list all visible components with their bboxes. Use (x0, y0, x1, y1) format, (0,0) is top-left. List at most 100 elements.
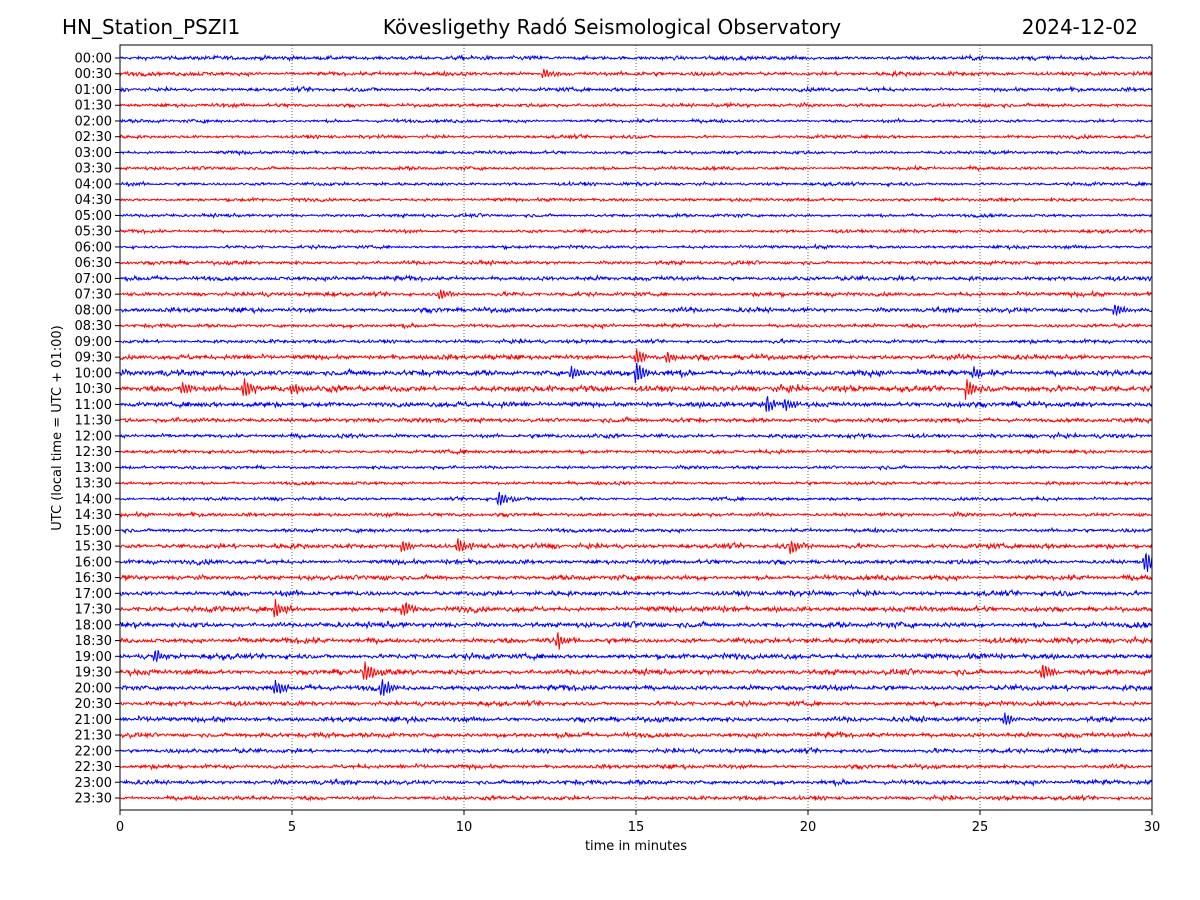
trace-0330 (119, 164, 1153, 173)
y-tick-label: 18:00 (75, 618, 112, 633)
trace-2030 (119, 699, 1153, 708)
x-tick-label: 30 (1144, 820, 1161, 835)
x-tick-label: 20 (800, 820, 817, 835)
trace-1300 (119, 464, 1153, 472)
trace-1100 (120, 396, 1153, 412)
y-tick-label: 13:30 (75, 477, 112, 492)
trace-2330 (119, 793, 1153, 802)
y-tick-label: 00:00 (75, 52, 112, 67)
date-title: 2024-12-02 (1021, 15, 1138, 39)
y-tick-label: 11:30 (75, 414, 112, 429)
trace-0430 (119, 196, 1153, 204)
chart-title: Kövesligethy Radó Seismological Observat… (382, 15, 842, 39)
trace-1630 (119, 573, 1153, 582)
trace-0100 (119, 85, 1153, 94)
trace-1600 (119, 552, 1153, 572)
trace-1430 (119, 510, 1153, 519)
y-tick-label: 09:30 (75, 351, 112, 366)
y-tick-label: 18:30 (75, 634, 112, 649)
station-title: HN_Station_PSZI1 (62, 15, 241, 39)
y-tick-label: 15:30 (75, 540, 112, 555)
trace-0700 (119, 273, 1152, 283)
y-tick-label: 04:00 (75, 177, 112, 192)
x-tick-label: 10 (456, 820, 473, 835)
y-tick-label: 06:00 (75, 240, 112, 255)
x-tick-label: 15 (628, 820, 645, 835)
y-tick-label: 08:30 (75, 319, 112, 334)
y-tick-label: 19:30 (75, 666, 112, 681)
trace-0130 (119, 101, 1153, 109)
trace-1800 (120, 620, 1153, 630)
y-tick-label: 12:30 (75, 445, 112, 460)
trace-0930 (119, 348, 1153, 364)
x-tick-label: 0 (116, 820, 124, 835)
trace-0630 (119, 258, 1153, 267)
trace-1330 (119, 479, 1153, 487)
y-tick-label: 22:00 (75, 744, 112, 759)
y-tick-label: 19:00 (75, 650, 112, 665)
y-tick-label: 23:00 (75, 776, 112, 791)
y-tick-label: 09:00 (75, 335, 112, 350)
trace-0900 (119, 337, 1153, 346)
y-tick-label: 02:30 (75, 130, 112, 145)
y-tick-label: 05:00 (75, 209, 112, 224)
trace-1730 (119, 599, 1153, 618)
trace-0400 (119, 180, 1153, 188)
trace-1130 (119, 415, 1153, 425)
y-tick-label: 01:30 (75, 99, 112, 114)
y-tick-label: 10:30 (75, 382, 112, 397)
trace-1930 (120, 661, 1153, 680)
y-tick-label: 08:00 (75, 303, 112, 318)
trace-1030 (119, 378, 1153, 400)
y-tick-label: 02:00 (75, 114, 112, 129)
trace-2230 (119, 762, 1153, 772)
trace-1530 (120, 538, 1153, 555)
trace-1700 (119, 588, 1153, 598)
x-axis-label: time in minutes (585, 839, 687, 854)
trace-0300 (119, 149, 1152, 157)
y-tick-label: 11:00 (75, 398, 112, 413)
y-tick-label: 03:00 (75, 146, 112, 161)
trace-0000 (120, 53, 1153, 62)
y-tick-label: 07:30 (75, 288, 112, 303)
y-tick-label: 04:30 (75, 193, 112, 208)
y-tick-label: 14:00 (75, 492, 112, 507)
trace-2300 (119, 777, 1153, 788)
y-tick-label: 12:00 (75, 429, 112, 444)
trace-0830 (119, 321, 1153, 330)
y-tick-label: 16:00 (75, 555, 112, 570)
y-tick-label: 20:30 (75, 697, 112, 712)
trace-2130 (119, 730, 1153, 740)
y-tick-label: 10:00 (75, 366, 112, 381)
y-tick-label: 23:30 (75, 792, 112, 807)
y-tick-label: 22:30 (75, 760, 112, 775)
y-tick-label: 01:00 (75, 83, 112, 98)
trace-0500 (119, 211, 1153, 219)
y-tick-label: 16:30 (75, 571, 112, 586)
trace-1500 (119, 526, 1153, 535)
trace-0800 (119, 304, 1153, 316)
y-tick-label: 21:00 (75, 713, 112, 728)
y-tick-label: 20:00 (75, 681, 112, 696)
y-tick-label: 00:30 (75, 67, 112, 82)
x-tick-label: 5 (288, 820, 296, 835)
y-tick-label: 13:00 (75, 461, 112, 476)
trace-1200 (119, 431, 1153, 441)
y-tick-label: 17:00 (75, 587, 112, 602)
y-tick-label: 05:30 (75, 225, 112, 240)
trace-0530 (119, 227, 1153, 235)
trace-1830 (119, 632, 1153, 650)
trace-2000 (119, 679, 1153, 696)
x-tick-label: 25 (972, 820, 989, 835)
trace-0600 (119, 243, 1153, 251)
trace-0030 (119, 68, 1153, 79)
trace-1900 (119, 650, 1153, 663)
y-tick-label: 15:00 (75, 524, 112, 539)
trace-2200 (119, 746, 1153, 756)
trace-1400 (119, 491, 1153, 507)
trace-0230 (119, 132, 1153, 141)
y-tick-label: 07:00 (75, 272, 112, 287)
y-tick-label: 14:30 (75, 508, 112, 523)
y-tick-label: 06:30 (75, 256, 112, 271)
